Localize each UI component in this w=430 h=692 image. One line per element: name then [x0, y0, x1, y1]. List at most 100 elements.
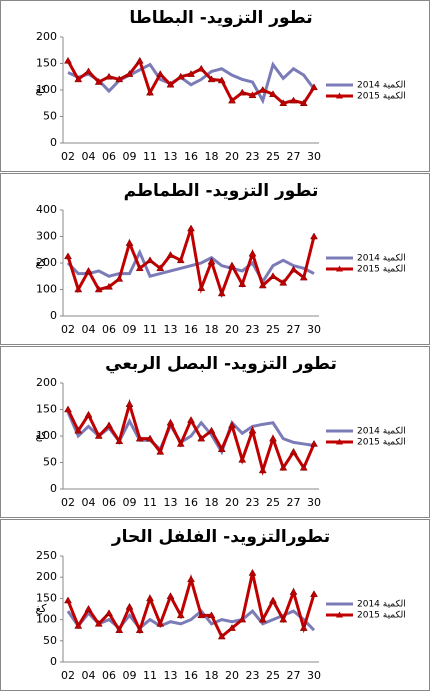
x-tick-label: 02 [61, 323, 75, 336]
point-marker [64, 56, 72, 64]
point-marker [197, 64, 206, 72]
point-marker [258, 281, 267, 289]
point-marker [156, 619, 165, 627]
point-marker [299, 273, 308, 281]
x-tick-label: 06 [102, 496, 116, 509]
x-tick-label: 30 [307, 496, 321, 509]
point-marker [258, 466, 267, 474]
x-tick-label: 25 [266, 150, 280, 163]
point-marker [125, 239, 134, 246]
point-marker [187, 224, 195, 232]
point-marker [289, 265, 298, 273]
point-marker [228, 421, 236, 429]
point-marker [125, 602, 134, 610]
chart-panel: تطورالتزويد- الفلفل الحار كغ 0 50 100 150 200 2… [0, 519, 430, 691]
point-marker [166, 592, 175, 600]
y-tick-label: 0 [50, 655, 57, 668]
point-marker [105, 72, 113, 80]
point-marker [310, 439, 318, 447]
y-tick-label: 0 [50, 482, 57, 495]
chart: تطور التزويد- البصل الربعيكغ050100150200… [35, 354, 405, 509]
point-marker [279, 278, 288, 286]
y-tick-label: 0 [50, 309, 57, 322]
point-marker [187, 575, 195, 583]
series-line [66, 248, 315, 285]
point-marker [105, 282, 113, 290]
y-axis-label: كغ [35, 602, 47, 615]
point-marker [94, 285, 103, 293]
point-marker [289, 447, 298, 455]
x-tick-label: 23 [246, 669, 260, 682]
point-marker [64, 405, 72, 413]
y-axis-label: كغ [35, 429, 47, 442]
point-marker [289, 96, 298, 104]
legend-label: الكمية 2015 [357, 265, 406, 275]
chart-panel: تطور التزويد- البصل الربعي كغ 0 50 100 150 200… [0, 346, 430, 518]
point-marker [187, 416, 195, 423]
point-marker [146, 88, 154, 96]
legend-label: الكمية 2015 [357, 611, 406, 621]
point-marker [197, 434, 206, 442]
legend-label: الكمية 2014 [357, 81, 406, 91]
point-marker [248, 91, 257, 99]
point-marker [217, 632, 226, 640]
point-marker [279, 615, 288, 623]
point-marker [248, 249, 257, 257]
point-marker [74, 426, 83, 434]
x-tick-label: 09 [123, 669, 137, 682]
chart-title: تطورالتزويد- الفلفل الحار [111, 527, 330, 547]
x-tick-label: 18 [205, 323, 219, 336]
point-marker [207, 75, 216, 83]
point-marker [115, 437, 124, 445]
y-tick-label: 200 [36, 376, 57, 389]
point-marker [187, 70, 195, 77]
x-tick-label: 30 [307, 323, 321, 336]
point-marker [156, 70, 165, 77]
point-marker [269, 434, 277, 442]
chart: تطور التزويد- البطاطا كغ 0 50 100 150 200 02 04 0… [35, 8, 406, 163]
point-marker [310, 590, 318, 597]
x-tick-label: 02 [61, 150, 75, 163]
legend-marker [336, 265, 343, 272]
point-marker [207, 611, 216, 619]
point-marker [74, 621, 83, 629]
point-marker [166, 80, 175, 88]
point-marker [84, 605, 93, 612]
x-tick-label: 30 [307, 669, 321, 682]
x-tick-label: 20 [225, 150, 239, 163]
point-marker [84, 410, 93, 418]
point-marker [94, 78, 103, 85]
y-tick-label: 400 [36, 203, 57, 216]
legend-label: الكمية 2014 [357, 600, 406, 610]
y-tick-label: 200 [36, 256, 57, 269]
point-marker [238, 88, 247, 96]
x-tick-label: 04 [82, 323, 96, 336]
x-tick-label: 11 [143, 496, 157, 509]
point-marker [176, 439, 185, 447]
point-marker [228, 96, 236, 104]
x-tick-label: 23 [246, 323, 260, 336]
chart-title: تطور التزويد- البصل الربعي [105, 354, 337, 374]
point-marker [238, 455, 247, 463]
point-marker [228, 624, 236, 631]
point-marker [125, 70, 134, 77]
point-marker [279, 99, 288, 106]
point-marker [115, 626, 124, 633]
x-tick-label: 25 [266, 496, 280, 509]
chart-title: تطور التزويد- البطاطا [129, 8, 312, 28]
point-marker [258, 615, 267, 623]
x-tick-label: 30 [307, 150, 321, 163]
x-tick-label: 06 [102, 669, 116, 682]
point-marker [125, 400, 134, 407]
chart-panel: تطور التزويد- البطاطا كغ 0 50 100 150 200 02 04 0… [0, 0, 430, 172]
x-tick-label: 13 [164, 150, 178, 163]
x-tick-label: 25 [266, 323, 280, 336]
y-tick-label: 250 [36, 549, 57, 562]
point-marker [269, 272, 277, 279]
x-tick-label: 16 [184, 496, 198, 509]
x-tick-label: 23 [246, 150, 260, 163]
x-tick-label: 04 [82, 150, 96, 163]
point-marker [135, 264, 144, 272]
point-marker [269, 90, 277, 97]
x-tick-label: 02 [61, 496, 75, 509]
